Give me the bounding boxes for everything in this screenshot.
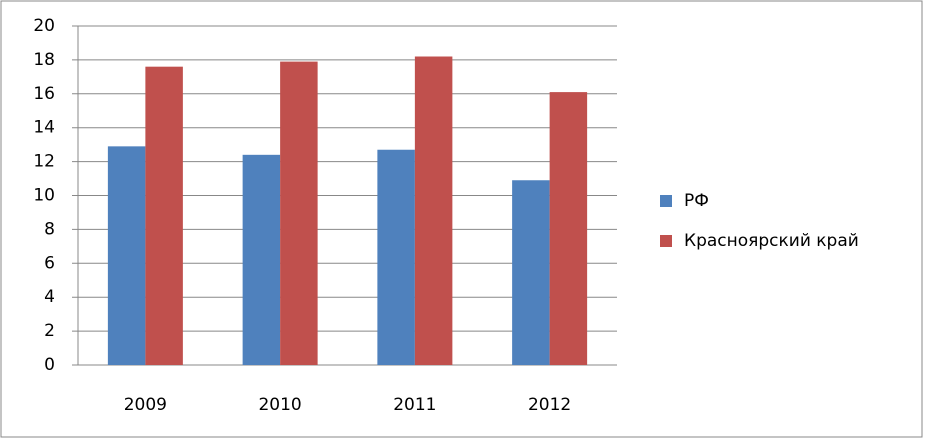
bar [280,61,318,365]
bar [549,92,588,365]
y-tick-label: 2 [44,321,55,341]
y-tick-label: 10 [33,186,55,206]
y-tick-label: 0 [44,355,55,375]
y-tick-label: 8 [44,219,55,239]
x-tick-label: 2010 [258,395,301,415]
y-tick-label: 6 [44,253,55,273]
legend-label: РФ [684,191,709,211]
y-tick-label: 18 [33,50,55,70]
x-tick-label: 2011 [393,395,436,415]
y-tick-label: 14 [33,118,55,138]
bar [107,146,146,365]
legend-swatch [660,235,672,247]
y-tick-label: 16 [33,84,55,104]
bar [145,66,183,366]
bar [242,154,281,365]
x-tick-label: 2012 [528,395,571,415]
y-tick-label: 20 [33,16,55,36]
x-tick-label: 2009 [124,395,167,415]
y-tick-label: 4 [44,287,55,307]
bar [512,180,550,365]
bar [414,56,453,365]
legend-label: Красноярский край [684,231,859,251]
legend-swatch [660,195,672,207]
bar [377,149,415,365]
y-tick-label: 12 [33,152,55,172]
